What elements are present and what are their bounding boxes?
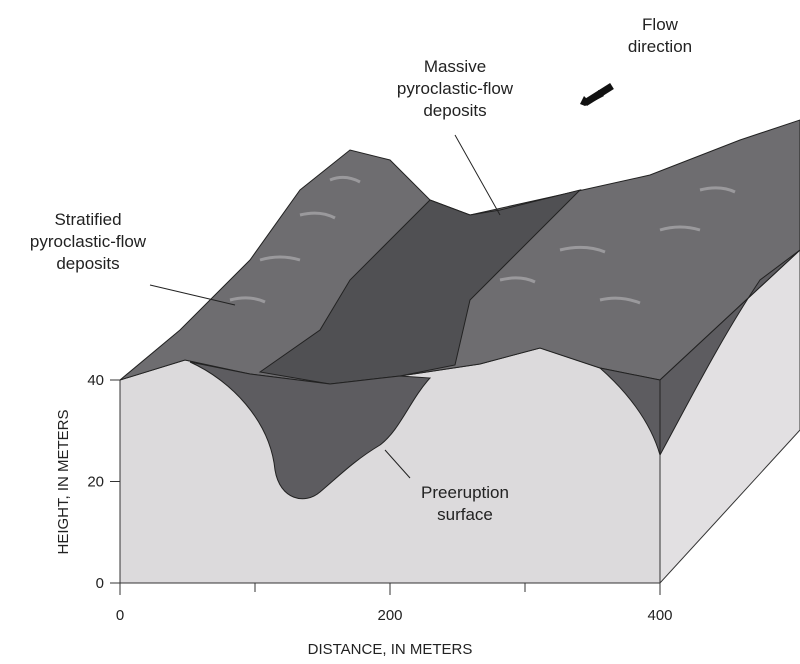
flow-arrow-shaft xyxy=(583,83,614,106)
y-tick-label: 40 xyxy=(87,372,104,389)
label-stratified: pyroclastic-flow xyxy=(30,232,147,251)
y-tick-label: 20 xyxy=(87,474,104,491)
strata-streaks xyxy=(229,175,736,305)
y-axis-label: HEIGHT, IN METERS xyxy=(55,409,72,554)
label-flow: direction xyxy=(628,37,692,56)
side-deposit xyxy=(659,249,800,456)
x-tick-label: 0 xyxy=(116,607,124,624)
massive-deposit xyxy=(258,189,582,385)
x-tick-label: 400 xyxy=(647,607,672,624)
label-massive: pyroclastic-flow xyxy=(397,79,514,98)
leader-lines xyxy=(149,134,501,479)
x-axis-label: DISTANCE, IN METERS xyxy=(308,641,473,658)
preeruption-fill xyxy=(189,361,432,500)
label-preeruption: Preeruption xyxy=(421,483,509,502)
label-massive: Massive xyxy=(424,57,486,76)
label-stratified: deposits xyxy=(56,254,119,273)
label-stratified: Stratified xyxy=(54,210,121,229)
label-massive: deposits xyxy=(423,101,486,120)
x-tick-label: 200 xyxy=(377,607,402,624)
label-flow: Flow xyxy=(642,15,679,34)
y-tick-label: 0 xyxy=(96,575,104,592)
label-preeruption: surface xyxy=(437,505,493,524)
